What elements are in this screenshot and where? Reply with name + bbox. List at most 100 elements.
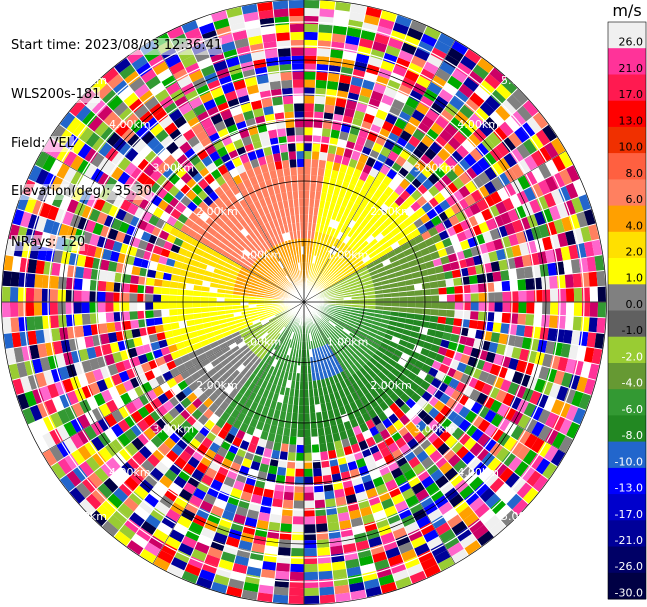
colorbar-tick-label: 26.0 [619,36,644,49]
ppi-gate [407,296,416,302]
colorbar-tick-label: -8.0 [622,429,643,442]
ppi-gate [337,262,346,271]
ppi-gate [501,137,517,153]
ppi-gate [349,251,358,260]
ppi-gate [355,279,365,285]
ppi-gate [318,276,324,284]
ppi-gate [342,289,351,294]
ppi-gate [317,32,333,42]
ppi-gate [597,302,606,318]
ppi-gate [493,238,504,251]
ppi-gate [482,360,493,374]
ppi-gate [432,337,443,347]
ppi-gate [419,153,432,167]
colorbar-tick-label: 8.0 [626,167,644,180]
ray-gap [303,164,574,303]
ppi-gate [424,147,437,161]
ppi-gate [462,77,480,92]
ppi-gate [583,378,596,396]
ppi-gate [464,48,482,65]
ppi-gate [320,232,327,242]
ppi-gate [462,206,474,219]
ppi-gate [322,259,328,268]
ppi-gate [459,55,477,71]
ppi-gate [383,263,393,271]
ppi-gate [308,206,314,216]
ppi-gate [320,192,328,201]
ppi-gate [570,330,581,346]
ppi-gate [429,315,439,324]
ppi-gate [488,204,500,218]
ppi-gate [325,160,334,170]
ppi-gate [397,84,413,97]
ray-gap [303,285,606,303]
ppi-gate [304,206,309,215]
ppi-gate [508,357,519,371]
ppi-gate [454,293,463,302]
ppi-gate [377,67,393,80]
ppi-gate [586,331,597,348]
ppi-gate [310,254,314,264]
ray-gap [303,254,603,303]
ray-gap [303,48,469,303]
ppi-gate [367,225,378,235]
ppi-gate [365,262,375,270]
ppi-gate [452,177,465,190]
ppi-gate [364,221,374,232]
ppi-gate [517,174,531,191]
ray-gap [303,178,581,303]
ppi-gate [461,139,476,154]
ppi-gate [502,197,515,212]
ppi-gate [428,321,438,331]
ppi-gate [358,153,369,165]
ppi-gate [386,250,397,259]
ppi-gate [321,241,327,251]
ppi-gate [390,292,400,298]
ppi-gate [304,198,310,207]
ppi-gate [565,302,575,317]
ppi-gate [447,136,462,151]
ppi-gate [330,266,338,274]
ppi-gate [354,234,363,243]
ppi-gate [462,345,473,356]
ppi-gate [560,245,571,261]
ppi-gate [339,252,347,261]
ppi-gate [359,252,369,260]
ppi-gate [334,289,343,294]
ppi-gate [384,232,394,242]
ppi-gate [433,167,446,180]
ppi-gate [404,232,415,243]
ppi-gate [564,273,574,289]
ppi-gate [452,130,467,145]
ppi-gate [346,248,355,257]
ray-gap [303,10,383,303]
ppi-gate [359,227,368,237]
ppi-gate [342,50,357,61]
colorbar-tick-label: -21.0 [615,534,643,547]
ppi-gate [524,170,538,187]
ppi-gate [325,262,332,270]
ppi-gate [504,167,518,183]
ppi-gate [347,209,356,220]
ppi-gate [355,319,365,325]
ppi-gate [463,227,475,240]
ppi-gate [312,127,323,136]
ppi-gate [383,86,398,99]
ppi-gate [332,162,341,172]
ray-gap [303,301,605,335]
ppi-gate [420,33,438,48]
ppi-gate [470,189,483,203]
ppi-gate [394,195,406,207]
ppi-gate [341,244,349,253]
ppi-gate [442,82,459,97]
ray-gap [303,6,368,303]
ppi-gate [437,279,447,288]
ppi-gate [304,7,320,17]
ppi-gate [360,240,369,249]
ppi-gate [458,83,474,99]
ppi-gate [517,159,532,175]
ray-gap [303,1,337,303]
colorbar-tick-label: 2.0 [626,246,644,259]
ppi-gate [356,316,366,322]
ppi-gate [346,237,354,247]
